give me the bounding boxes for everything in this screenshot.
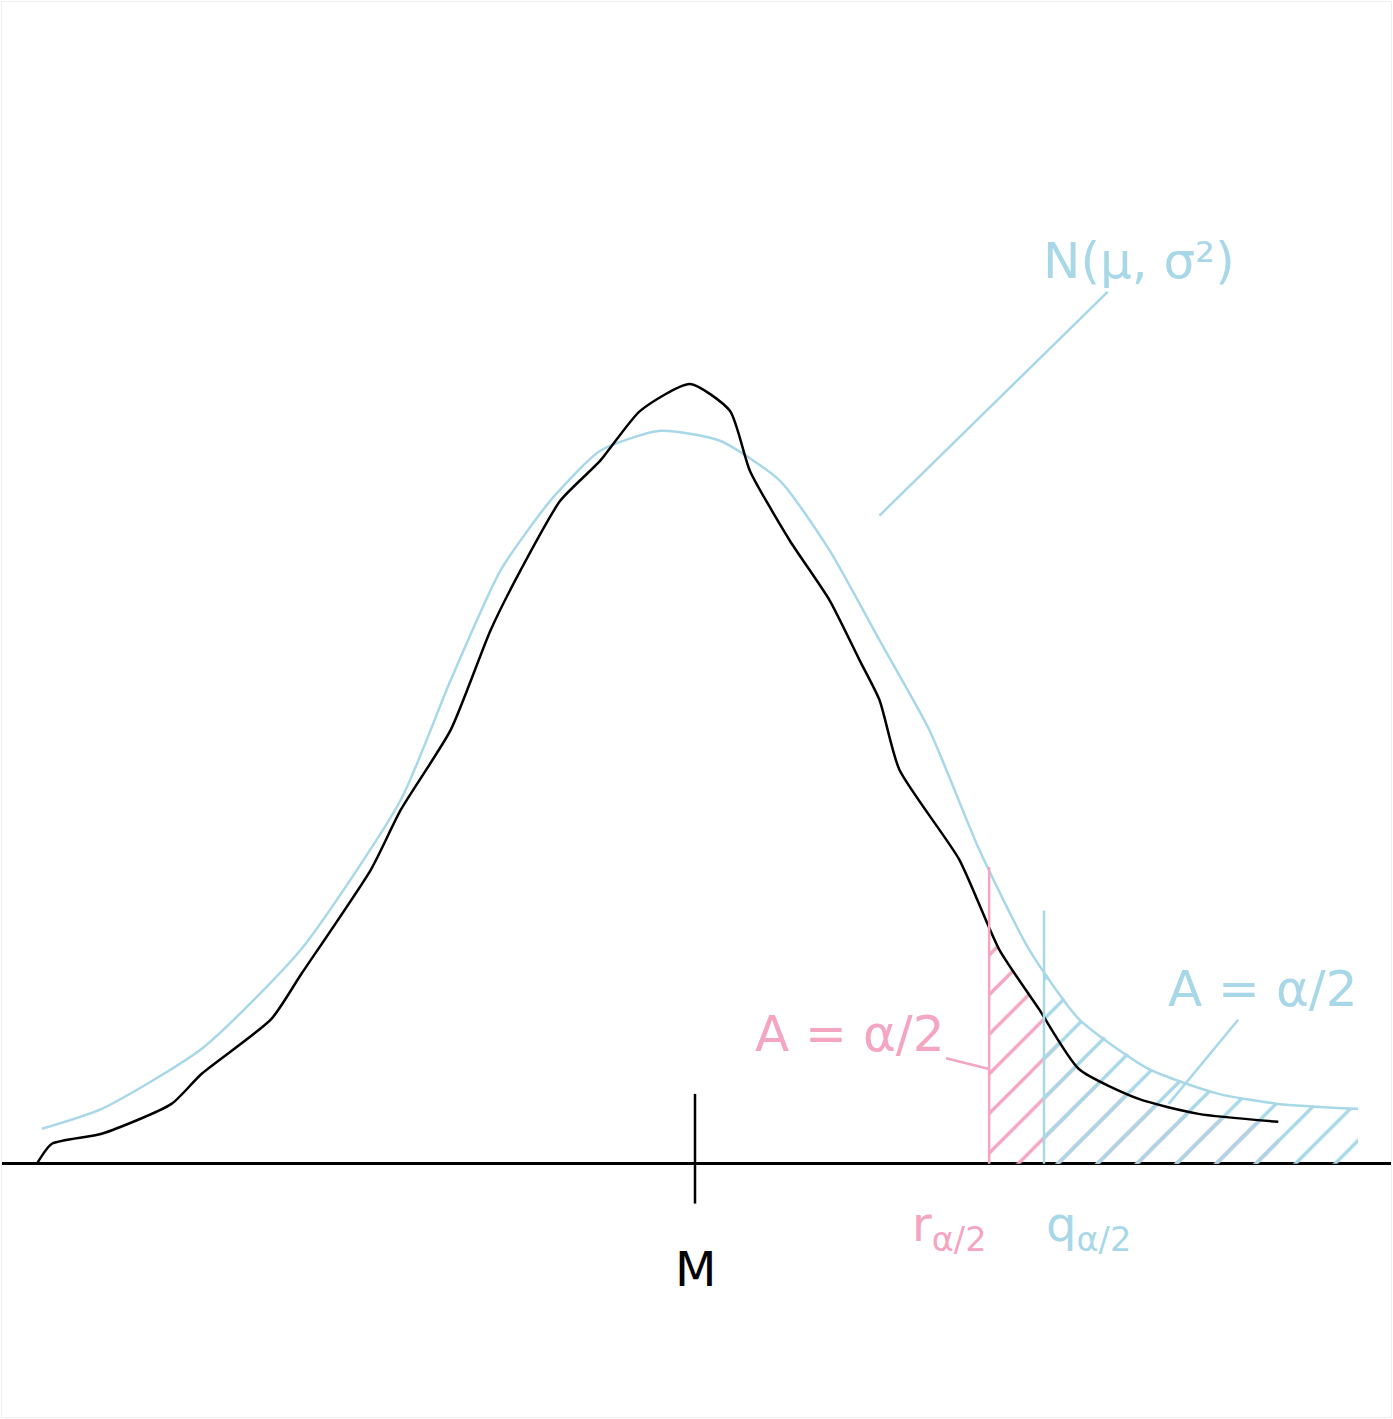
svg-text:A = α/2: A = α/2 [755, 1005, 945, 1063]
svg-text:M: M [675, 1241, 716, 1297]
svg-text:A = α/2: A = α/2 [1168, 960, 1358, 1018]
svg-text:N(μ, σ²): N(μ, σ²) [1043, 232, 1235, 290]
svg-text:r​α/2​: r​α/2​ [912, 1196, 987, 1259]
svg-text:q​α/2​: q​α/2​ [1046, 1196, 1131, 1259]
